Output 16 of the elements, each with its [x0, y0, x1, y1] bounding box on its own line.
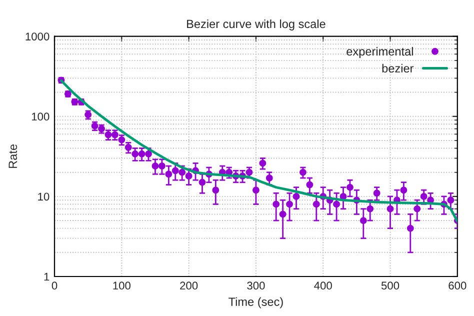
chart-title: Bezier curve with log scale [187, 19, 326, 30]
x-tick-label: 500 [381, 282, 400, 290]
x-tick-label: 200 [180, 282, 198, 290]
legend-label: experimental [346, 46, 413, 58]
y-tick-label: 1 [44, 272, 50, 281]
y-tick-label: 100 [32, 112, 50, 121]
x-tick-label: 300 [247, 282, 265, 290]
x-tick-label: 600 [448, 282, 466, 290]
y-tick-label: 10 [38, 192, 50, 201]
x-axis-title: Time (sec) [228, 297, 283, 308]
legend-label: bezier [382, 64, 414, 73]
y-axis-title: Rate [8, 144, 18, 168]
x-tick-label: 400 [314, 282, 332, 290]
x-tick-label: 0 [52, 282, 58, 290]
y-tick-label: 1000 [26, 32, 50, 40]
x-tick-label: 100 [113, 282, 130, 290]
